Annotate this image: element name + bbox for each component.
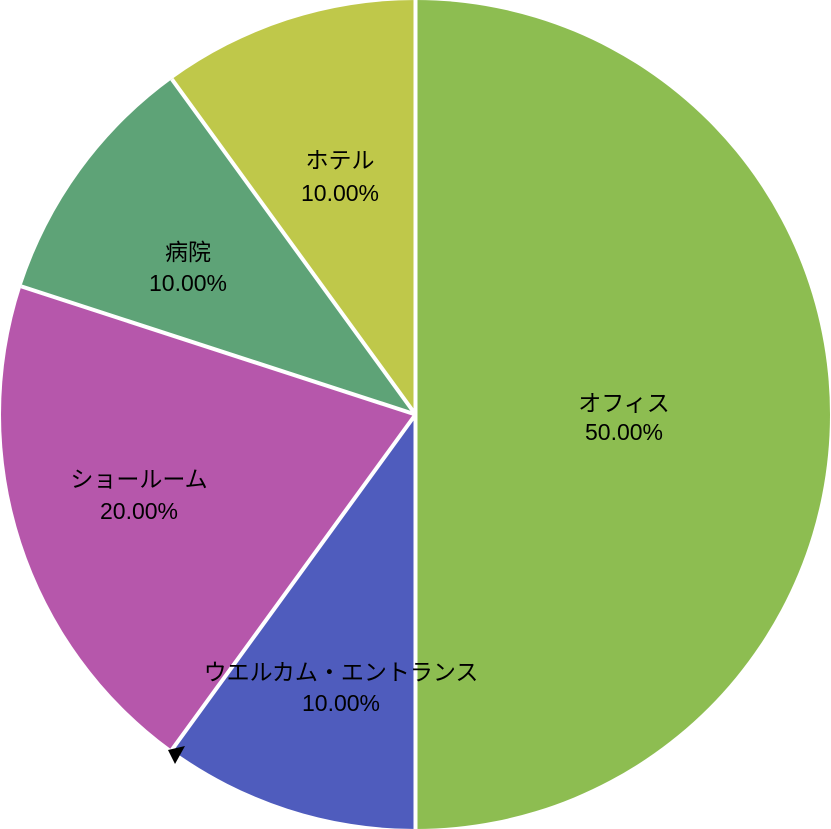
slice-separator [170,413,418,752]
slice-label-name-3: 病院 [165,239,211,265]
slice-separator [20,284,417,417]
slice-label-name-1: ウエルカム・エントランス [204,659,479,685]
slice-label-percent-4: 10.00% [301,180,379,206]
pie-slice-2 [1,286,416,750]
slice-separator [170,77,418,416]
slice-label-name-4: ホテル [306,147,375,173]
slice-label-percent-1: 10.00% [302,690,380,716]
slice-label-name-0: オフィス [578,390,670,416]
leader-arrow-artifact [168,746,185,764]
pie-slice-1 [171,414,416,829]
pie-slice-0 [415,0,830,829]
pie-slice-4 [171,0,416,415]
pie-slice-3 [21,79,416,415]
slice-label-name-2: ショールーム [70,466,207,492]
slice-label-percent-3: 10.00% [149,270,227,296]
slice-label-percent-0: 50.00% [585,419,663,445]
slice-label-percent-2: 20.00% [100,498,178,524]
